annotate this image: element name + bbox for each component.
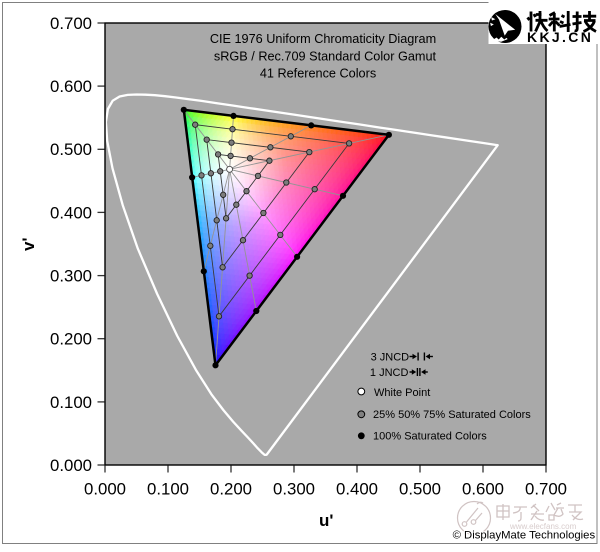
svg-text:0.000: 0.000 (50, 456, 92, 475)
svg-text:CIE 1976 Uniform Chromaticity: CIE 1976 Uniform Chromaticity Diagram (210, 32, 436, 46)
svg-text:0.200: 0.200 (50, 330, 92, 349)
svg-text:0.500: 0.500 (50, 140, 92, 159)
svg-text:1 JNCD: 1 JNCD (370, 367, 409, 379)
svg-text:0.200: 0.200 (210, 479, 252, 498)
svg-text:100% Saturated Colors: 100% Saturated Colors (373, 431, 487, 443)
svg-text:v': v' (19, 238, 38, 252)
svg-text:25% 50% 75% Saturated Colors: 25% 50% 75% Saturated Colors (373, 409, 531, 421)
svg-text:© DisplayMate Technologies: © DisplayMate Technologies (453, 530, 596, 542)
svg-text:0.300: 0.300 (273, 479, 315, 498)
svg-text:White Point: White Point (374, 387, 430, 399)
svg-text:u': u' (319, 511, 333, 530)
svg-text:0.700: 0.700 (50, 14, 92, 33)
svg-text:0.500: 0.500 (399, 479, 441, 498)
svg-text:3 JNCD: 3 JNCD (371, 351, 410, 363)
svg-text:0.400: 0.400 (50, 203, 92, 222)
svg-text:0.600: 0.600 (50, 77, 92, 96)
svg-text:0.600: 0.600 (462, 479, 504, 498)
svg-text:KKJ.CN: KKJ.CN (527, 29, 593, 45)
svg-text:0.100: 0.100 (147, 479, 189, 498)
svg-text:0.000: 0.000 (84, 479, 126, 498)
svg-text:0.300: 0.300 (50, 267, 92, 286)
svg-text:0.400: 0.400 (336, 479, 378, 498)
svg-text:0.700: 0.700 (525, 479, 567, 498)
svg-text:sRGB / Rec.709 Standard Color: sRGB / Rec.709 Standard Color Gamut (214, 49, 437, 63)
svg-text:0.100: 0.100 (50, 393, 92, 412)
svg-text:41 Reference Colors: 41 Reference Colors (260, 67, 376, 81)
